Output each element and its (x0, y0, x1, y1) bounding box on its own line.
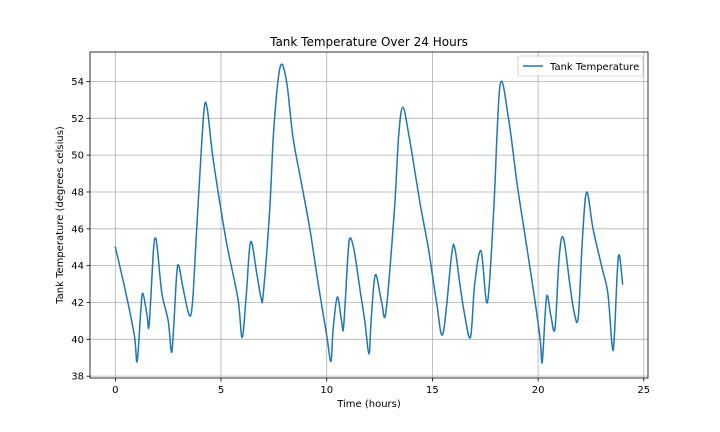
y-tick-label: 46 (71, 224, 84, 235)
y-tick-label: 52 (71, 114, 84, 125)
y-tick-label: 54 (71, 77, 84, 88)
y-tick-label: 50 (71, 151, 84, 162)
x-tick-label: 10 (320, 385, 333, 396)
plot-area-frame (89, 51, 649, 379)
series-line-0 (114, 63, 624, 364)
chart-title: Tank Temperature Over 24 Hours (269, 35, 468, 49)
x-axis-label: Time (hours) (336, 399, 401, 410)
y-tick-label: 48 (71, 187, 84, 198)
x-tick-label: 0 (112, 385, 118, 396)
legend-label: Tank Temperature (549, 62, 639, 73)
x-tick-label: 20 (532, 385, 545, 396)
legend: Tank Temperature (517, 55, 644, 77)
grid-lines (90, 52, 648, 378)
y-axis-label: Tank Temperature (degrees celsius) (55, 126, 66, 305)
axis-ticks: 0 5 10 15 20 25 38 40 42 44 46 48 50 52 54 (71, 77, 650, 396)
x-tick-label: 25 (637, 385, 650, 396)
x-tick-label: 5 (218, 385, 224, 396)
legend-box (517, 55, 644, 77)
y-tick-label: 44 (71, 261, 84, 272)
y-tick-label: 40 (71, 335, 84, 346)
y-tick-label: 38 (71, 372, 84, 383)
x-tick-label: 15 (426, 385, 439, 396)
y-tick-label: 42 (71, 298, 84, 309)
series-layer (114, 63, 624, 364)
